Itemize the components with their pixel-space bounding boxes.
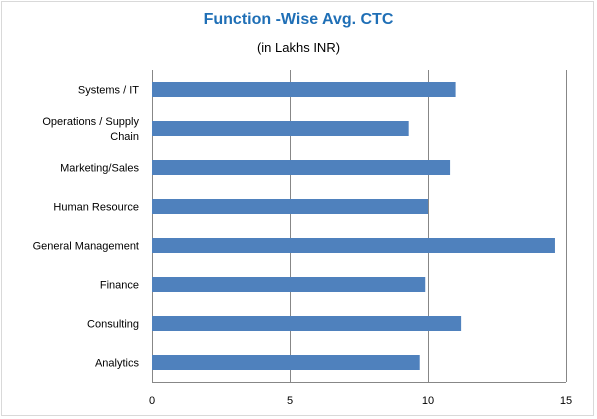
x-tick-label-0: 0 bbox=[149, 395, 155, 407]
category-label-3: Human Resource bbox=[53, 202, 139, 214]
category-label-0: Systems / IT bbox=[78, 85, 139, 97]
x-tick-label-15: 15 bbox=[560, 395, 572, 407]
chart-subtitle: (in Lakhs INR) bbox=[256, 40, 341, 55]
bar-0 bbox=[152, 82, 456, 97]
category-label-6: Consulting bbox=[87, 319, 139, 331]
category-label-2: Marketing/Sales bbox=[60, 163, 139, 175]
category-label-5: Finance bbox=[100, 280, 139, 292]
bar-4 bbox=[152, 238, 555, 253]
category-label-7: Analytics bbox=[95, 358, 140, 370]
bar-1 bbox=[152, 121, 409, 136]
bar-2 bbox=[152, 160, 451, 175]
bar-5 bbox=[152, 277, 426, 292]
bar-7 bbox=[152, 355, 420, 370]
bar-6 bbox=[152, 316, 462, 331]
category-label-4: General Management bbox=[33, 241, 139, 253]
bar-3 bbox=[152, 199, 428, 214]
x-tick-label-10: 10 bbox=[422, 395, 434, 407]
chart-title: Function -Wise Avg. CTC bbox=[203, 11, 394, 28]
category-label-1-line-0: Operations / Supply bbox=[42, 116, 139, 128]
x-tick-label-5: 5 bbox=[287, 395, 293, 407]
category-label-1-line-1: Chain bbox=[110, 131, 139, 143]
